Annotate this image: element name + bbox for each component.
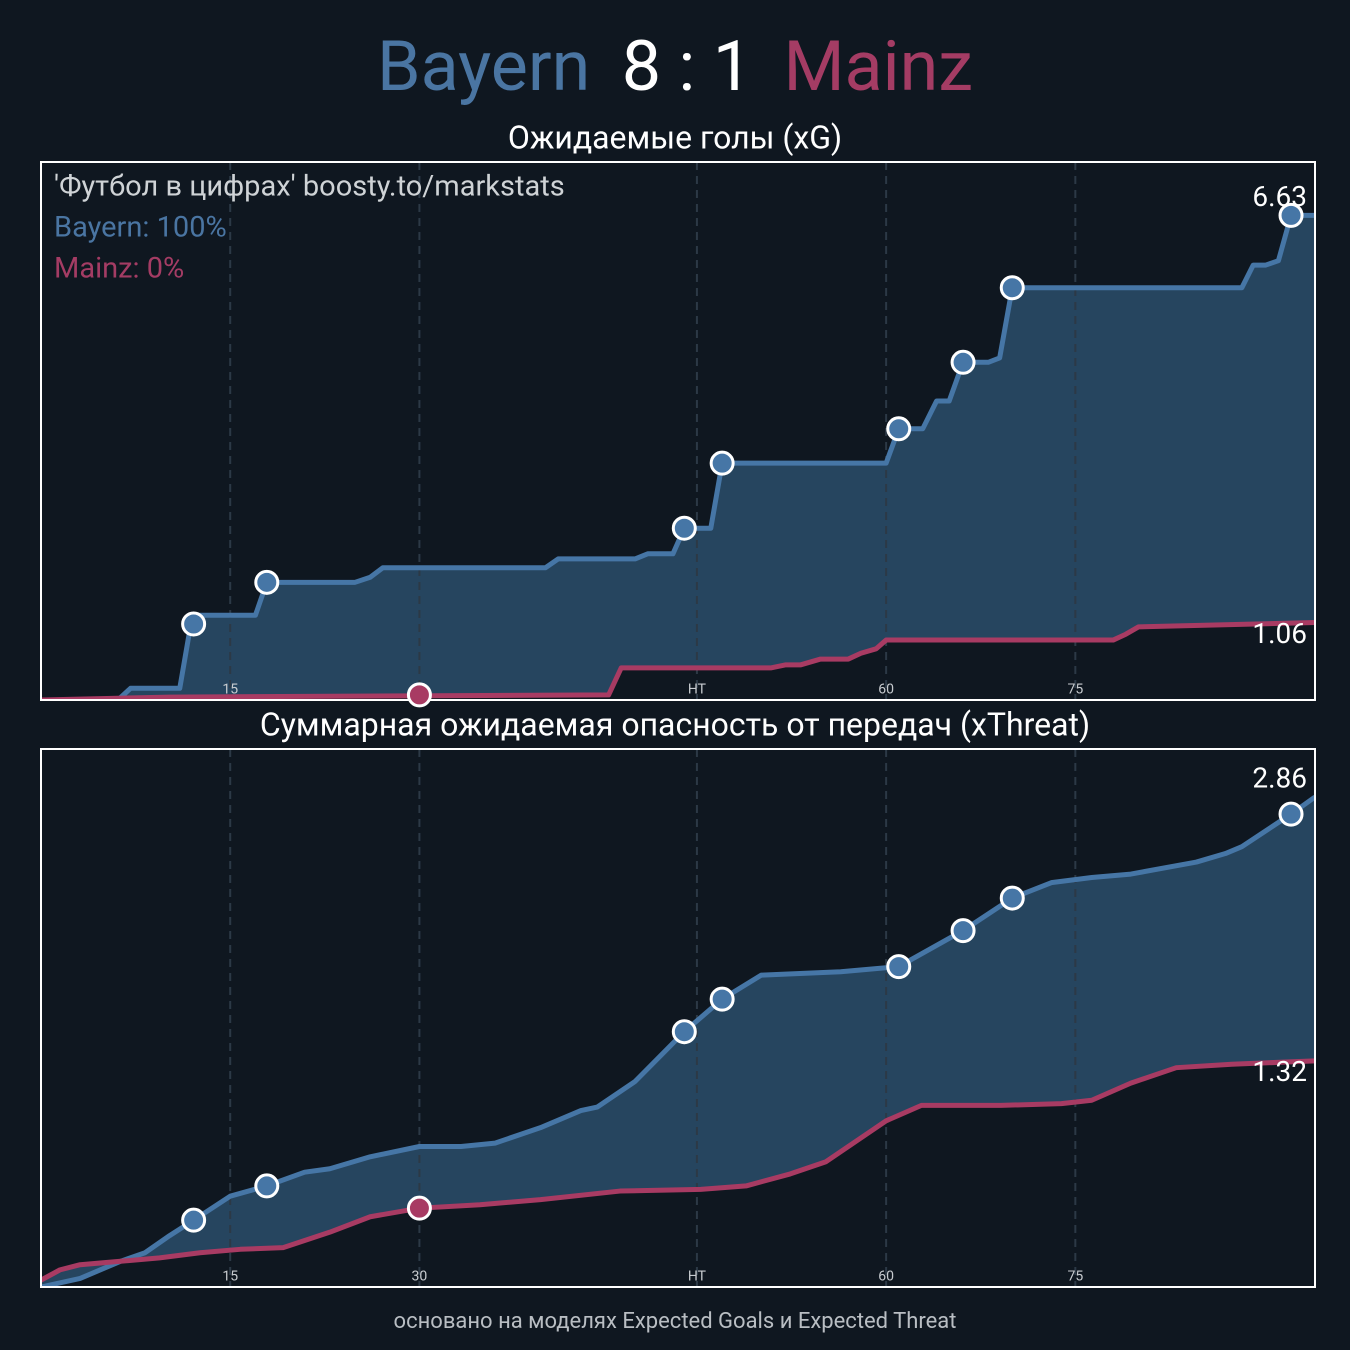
annotation: 'Футбол в цифрах' boosty.to/markstats: [54, 170, 565, 204]
goal-marker: [709, 450, 735, 476]
x-tick-label: 60: [878, 1269, 894, 1285]
series-line: [41, 620, 1315, 700]
series-line: [41, 212, 1315, 700]
goal-marker: [950, 918, 976, 944]
x-tick-label: HT: [688, 682, 707, 698]
x-tick-label: 75: [1067, 682, 1083, 698]
panel-frame: [40, 161, 1316, 701]
annotation: Mainz: 0%: [54, 252, 184, 286]
away-team: Mainz: [783, 26, 973, 108]
footer-note: основано на моделях Expected Goals и Exp…: [394, 1309, 957, 1334]
x-tick-label: 15: [222, 1269, 238, 1285]
goal-marker: [254, 1173, 280, 1199]
annotation: Bayern: 100%: [54, 211, 227, 245]
goal-marker: [886, 954, 912, 980]
goal-marker: [886, 416, 912, 442]
score: 8 : 1: [622, 26, 752, 108]
goal-marker: [406, 682, 432, 708]
end-value-label: 1.06: [1252, 617, 1307, 650]
x-tick-label: 60: [878, 682, 894, 698]
x-tick-label: 30: [412, 1269, 428, 1285]
goal-marker: [1278, 801, 1304, 827]
goal-marker: [671, 1019, 697, 1045]
end-value-label: 1.32: [1252, 1055, 1307, 1088]
goal-marker: [406, 1195, 432, 1221]
end-value-label: 2.86: [1252, 761, 1307, 794]
x-tick-label: 75: [1067, 1269, 1083, 1285]
goal-marker: [671, 515, 697, 541]
x-tick-label: 15: [222, 682, 238, 698]
x-tick-label: HT: [688, 1269, 707, 1285]
home-team: Bayern: [377, 26, 590, 108]
end-value-label: 6.63: [1252, 180, 1307, 213]
goal-marker: [950, 349, 976, 375]
match-header: Bayern 8 : 1 Mainz: [377, 26, 973, 108]
goal-marker: [254, 569, 280, 595]
gap-area: [41, 215, 1315, 700]
goal-marker: [999, 885, 1025, 911]
goal-marker: [1278, 202, 1304, 228]
panel-frame: [40, 748, 1316, 1288]
chart-title: Суммарная ожидаемая опасность от передач…: [260, 705, 1090, 743]
goal-marker: [709, 986, 735, 1012]
goal-marker: [181, 1207, 207, 1233]
goal-marker: [999, 275, 1025, 301]
series-line: [41, 794, 1315, 1287]
series-line: [41, 1058, 1315, 1283]
chart-title: Ожидаемые голы (xG): [508, 118, 842, 156]
goal-marker: [181, 611, 207, 637]
